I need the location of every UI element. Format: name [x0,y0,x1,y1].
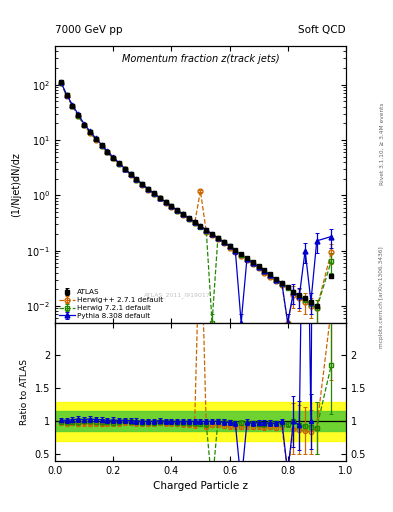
Text: 7000 GeV pp: 7000 GeV pp [55,25,123,35]
Y-axis label: Ratio to ATLAS: Ratio to ATLAS [20,359,29,424]
Text: mcplots.cern.ch [arXiv:1306.3436]: mcplots.cern.ch [arXiv:1306.3436] [380,246,384,348]
X-axis label: Charged Particle z: Charged Particle z [153,481,248,491]
Y-axis label: (1/Njet)dN/dz: (1/Njet)dN/dz [11,152,21,217]
Text: Soft QCD: Soft QCD [298,25,346,35]
Text: Momentum fraction z(track jets): Momentum fraction z(track jets) [121,54,279,65]
Legend: ATLAS, Herwig++ 2.7.1 default, Herwig 7.2.1 default, Pythia 8.308 default: ATLAS, Herwig++ 2.7.1 default, Herwig 7.… [57,288,165,321]
Text: Rivet 3.1.10, ≥ 3.4M events: Rivet 3.1.10, ≥ 3.4M events [380,102,384,185]
Text: ATLAS_2011_I919017: ATLAS_2011_I919017 [144,292,211,298]
